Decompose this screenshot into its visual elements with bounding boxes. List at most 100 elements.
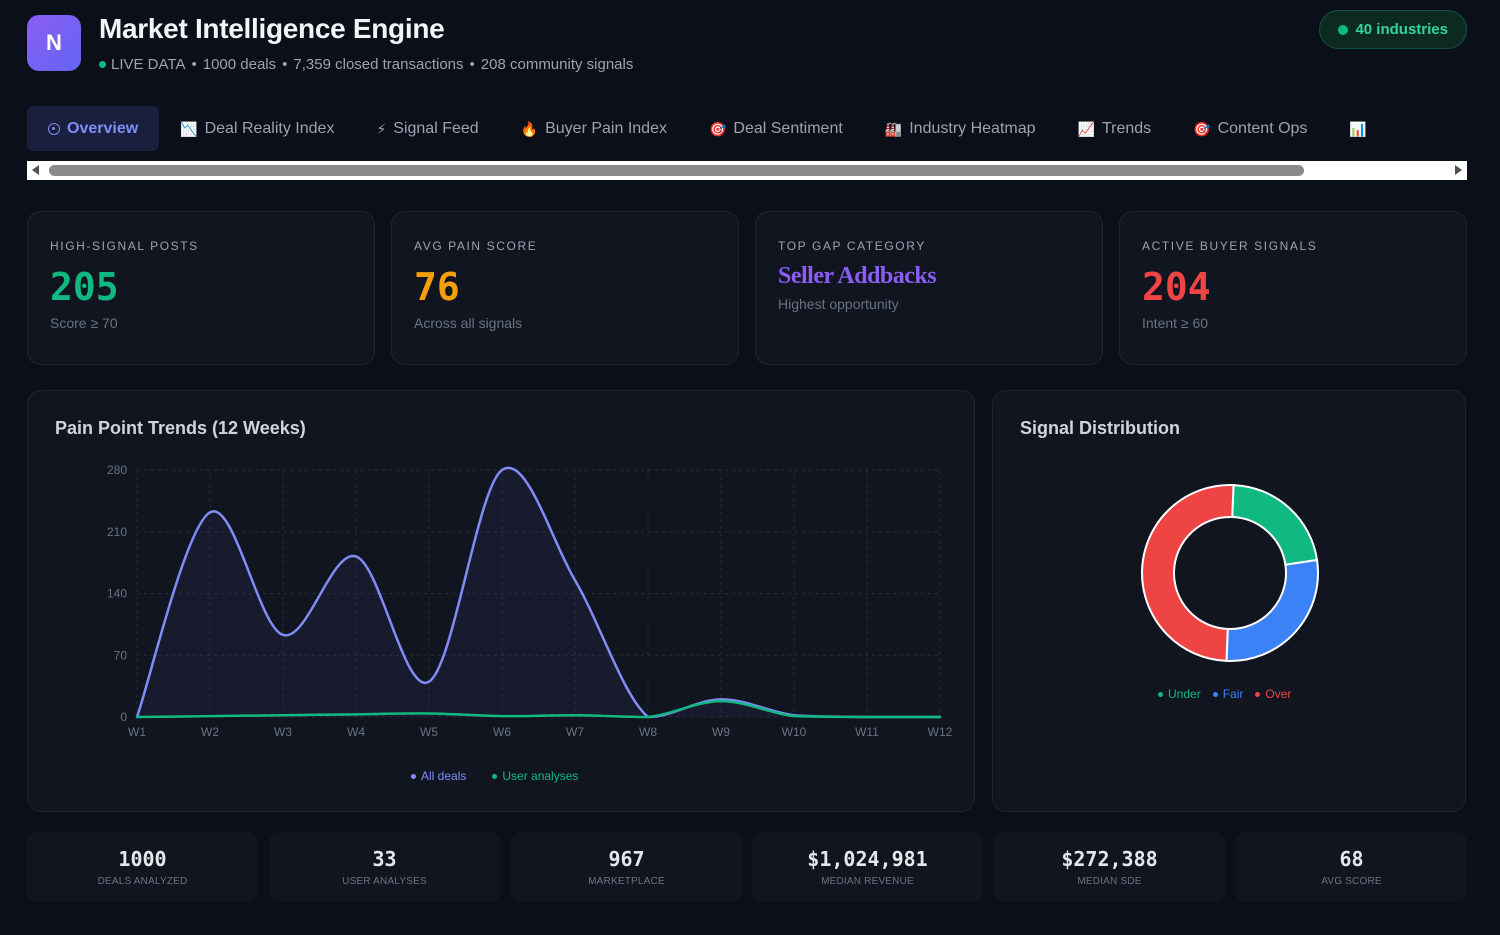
factory-icon: 🏭 — [884, 120, 903, 137]
legend-label: Over — [1265, 687, 1292, 701]
scroll-left-arrow-icon[interactable] — [32, 165, 39, 175]
legend-item-over[interactable]: Over — [1255, 687, 1291, 701]
summary-value: $1,024,981 — [807, 847, 928, 871]
x-tick-label: W4 — [347, 725, 365, 739]
chart-up-icon: 📈 — [1077, 120, 1095, 137]
stat-value: Seller Addbacks — [778, 263, 937, 289]
legend-label: User analyses — [502, 769, 579, 783]
legend-item-under[interactable]: Under — [1158, 687, 1201, 701]
stat-card-high-signal: HIGH-SIGNAL POSTS 205 Score ≥ 70 — [27, 211, 375, 365]
stat-sub: Highest opportunity — [778, 296, 899, 312]
signal-distribution-chart — [1141, 484, 1319, 662]
legend-dot-icon — [1255, 691, 1261, 697]
legend-label: Fair — [1222, 687, 1244, 701]
dart-icon: 🎯 — [708, 120, 727, 137]
transactions-count: 7,359 closed transactions — [293, 56, 464, 73]
donut-slice-fair — [1225, 558, 1319, 662]
tab-scrollbar[interactable] — [27, 161, 1467, 180]
legend-label: Under — [1168, 687, 1201, 701]
summary-avg-score: 68 AVG SCORE — [1236, 832, 1467, 902]
summary-value: 1000 — [118, 847, 167, 871]
bar-chart-icon: 📊 — [1349, 120, 1367, 137]
live-label: LIVE DATA — [111, 56, 186, 73]
stat-label: HIGH-SIGNAL POSTS — [50, 239, 199, 253]
summary-deals-analyzed: 1000 DEALS ANALYZED — [27, 832, 258, 902]
legend-dot-icon — [411, 773, 416, 779]
stat-value: 205 — [50, 265, 119, 309]
deals-count: 1000 deals — [202, 56, 277, 73]
tab-label: Overview — [67, 119, 139, 137]
stat-value: 76 — [414, 265, 460, 309]
tab-label: Content Ops — [1217, 119, 1308, 137]
legend-dot-icon — [1158, 691, 1163, 697]
donut-slice-over — [1141, 484, 1235, 662]
tab-signal-feed[interactable]: ⚡ Signal Feed — [355, 106, 499, 151]
chart-legend: All deals User analyses — [411, 769, 578, 783]
tab-overview[interactable]: Overview — [27, 106, 160, 151]
separator: • — [191, 56, 197, 73]
legend-label: All deals — [421, 769, 467, 783]
summary-label: MARKETPLACE — [588, 876, 665, 887]
status-dot-icon — [1338, 24, 1349, 35]
x-tick-label: W3 — [274, 725, 292, 739]
legend-item-fair[interactable]: Fair — [1212, 687, 1244, 701]
tab-label: Deal Reality Index — [204, 119, 335, 137]
stat-value: 204 — [1142, 265, 1211, 309]
summary-value: 967 — [608, 847, 645, 871]
x-tick-label: W12 — [928, 725, 953, 739]
dart-icon: 🎯 — [1193, 120, 1211, 137]
tab-content-ops[interactable]: 🎯 Content Ops — [1172, 106, 1328, 151]
stat-label: AVG PAIN SCORE — [414, 239, 538, 253]
legend-item-all-deals[interactable]: All deals — [411, 769, 466, 783]
y-tick-label: 70 — [114, 648, 128, 662]
status-line: LIVE DATA • 1000 deals • 7,359 closed tr… — [99, 56, 633, 73]
target-icon — [48, 122, 60, 135]
scrollbar-thumb[interactable] — [49, 165, 1304, 176]
industries-badge[interactable]: 40 industries — [1319, 10, 1467, 49]
x-tick-label: W8 — [639, 725, 657, 739]
y-tick-label: 280 — [107, 463, 127, 477]
donut-slice-under — [1231, 484, 1319, 566]
app-logo: N — [27, 15, 81, 71]
summary-marketplace: 967 MARKETPLACE — [511, 832, 742, 902]
industries-badge-label: 40 industries — [1355, 21, 1448, 38]
tab-label: Buyer Pain Index — [545, 119, 667, 137]
tab-deal-sentiment[interactable]: 🎯 Deal Sentiment — [688, 106, 864, 151]
tab-label: Signal Feed — [393, 119, 479, 137]
x-tick-label: W7 — [566, 725, 584, 739]
summary-value: $272,388 — [1061, 847, 1158, 871]
donut-legend: Under Fair Over — [1158, 687, 1291, 701]
signal-distribution-panel: Signal Distribution Under Fair Over — [992, 390, 1466, 812]
x-tick-label: W10 — [782, 725, 807, 739]
chart-down-icon: 📉 — [180, 120, 198, 137]
tab-bar: Overview 📉 Deal Reality Index ⚡ Signal F… — [27, 106, 1467, 151]
stat-card-top-gap: TOP GAP CATEGORY Seller Addbacks Highest… — [755, 211, 1103, 365]
stat-label: TOP GAP CATEGORY — [778, 239, 926, 253]
summary-label: DEALS ANALYZED — [97, 876, 188, 887]
stat-sub: Across all signals — [414, 315, 523, 331]
legend-dot-icon — [492, 773, 498, 779]
summary-median-revenue: $1,024,981 MEDIAN REVENUE — [752, 832, 983, 902]
x-tick-label: W5 — [420, 725, 438, 739]
signals-count: 208 community signals — [480, 56, 634, 73]
tab-label: Trends — [1101, 119, 1152, 137]
legend-item-user-analyses[interactable]: User analyses — [492, 769, 578, 783]
chart-title: Pain Point Trends (12 Weeks) — [55, 418, 306, 438]
tab-buyer-pain-index[interactable]: 🔥 Buyer Pain Index — [500, 106, 688, 151]
series-area — [137, 467, 940, 717]
summary-median-sde: $272,388 MEDIAN SDE — [994, 832, 1225, 902]
scroll-right-arrow-icon[interactable] — [1455, 165, 1462, 175]
pain-trends-chart: 0 70 140 210 280 W1 W2 W3 W4 W5 W6 W7 W8 W9 W10 W11 W12 — [107, 463, 953, 739]
tab-trends[interactable]: 📈 Trends — [1057, 106, 1173, 151]
x-tick-label: W9 — [712, 725, 730, 739]
pain-trends-panel: Pain Point Trends (12 Weeks) 0 70 140 210 28… — [27, 390, 975, 812]
tab-industry-heatmap[interactable]: 🏭 Industry Heatmap — [864, 106, 1057, 151]
live-indicator-icon — [99, 61, 106, 68]
tab-deal-reality-index[interactable]: 📉 Deal Reality Index — [159, 106, 355, 151]
y-tick-label: 210 — [107, 525, 127, 539]
summary-value: 68 — [1339, 847, 1364, 871]
tab-overflow[interactable]: 📊 — [1328, 106, 1387, 151]
x-tick-label: W1 — [128, 725, 146, 739]
y-tick-label: 140 — [107, 587, 127, 601]
tab-label: Deal Sentiment — [733, 119, 843, 137]
